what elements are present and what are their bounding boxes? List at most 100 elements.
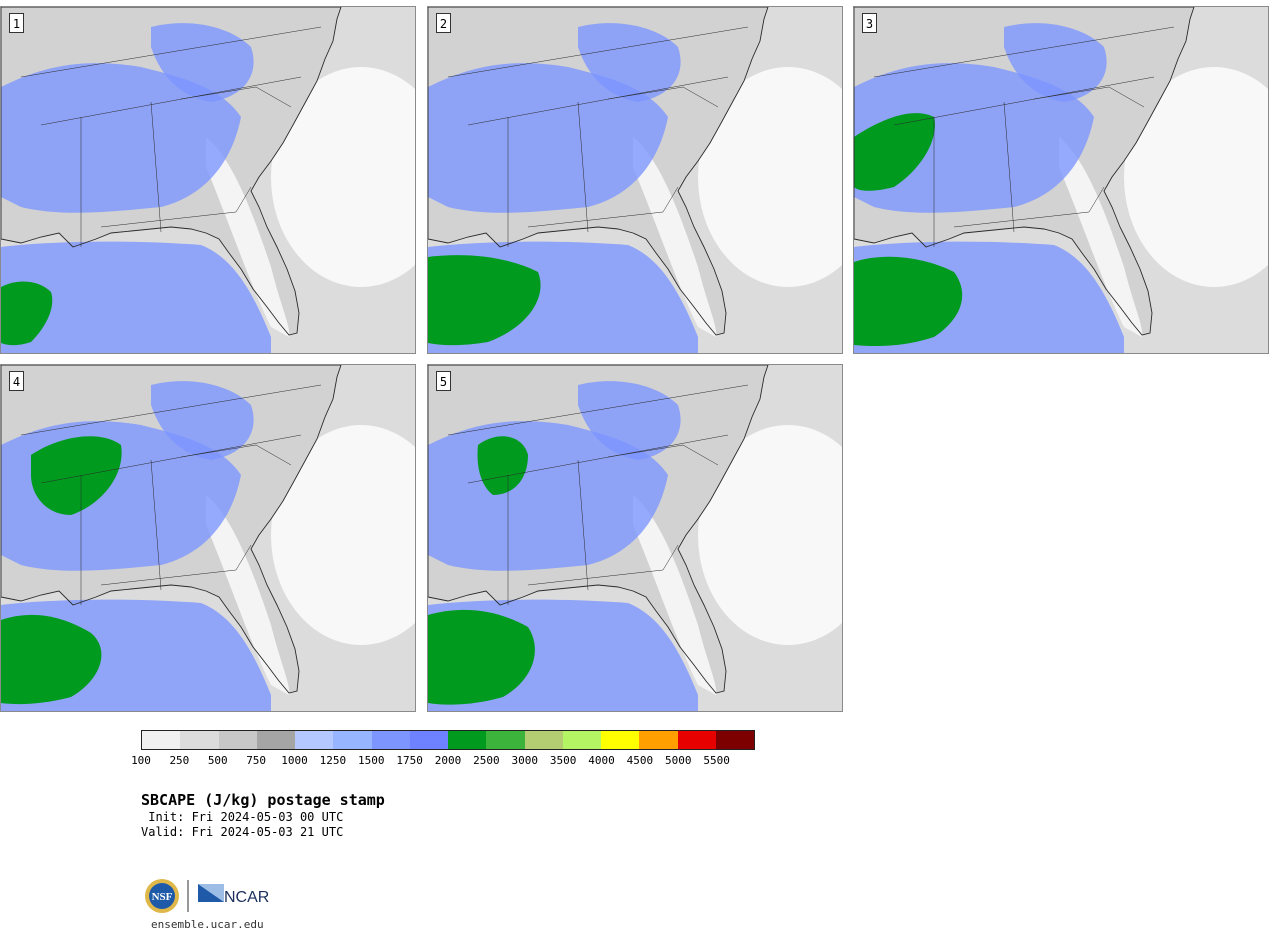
state-border [100, 211, 237, 228]
state-border [1033, 86, 1145, 108]
colorbar-tick-label: 1750 [396, 754, 423, 767]
cape-green-area [428, 609, 535, 705]
state-border [607, 444, 719, 466]
state-border [100, 569, 237, 586]
map-canvas [854, 7, 1268, 353]
map-panel-5[interactable]: 5 [427, 364, 843, 712]
map-canvas [1, 365, 415, 711]
state-border [893, 76, 1155, 126]
state-border [1088, 186, 1105, 213]
state-border [527, 569, 664, 586]
state-border [20, 384, 322, 436]
ncar-logo-text: NCAR [224, 889, 269, 906]
colorbar-swatch [448, 731, 487, 749]
atlantic-low-cape-area [698, 425, 842, 645]
colorbar-tick-label: 2000 [434, 754, 462, 767]
colorbar-tick-label: 100 [131, 754, 151, 767]
state-border [180, 86, 292, 108]
atlantic-low-cape-area [271, 425, 415, 645]
coastline [1, 365, 342, 694]
cape-green-area [1, 281, 53, 346]
map-canvas [428, 365, 842, 711]
florida-low-cape-area [633, 137, 717, 337]
colorbar-tick-label: 1500 [358, 754, 385, 767]
cape-blue-area [578, 23, 681, 103]
coastline [854, 7, 1195, 336]
state-border [577, 459, 589, 591]
colorbar-swatch [218, 731, 257, 749]
colorbar-swatch [142, 731, 181, 749]
map-panel-2[interactable]: 2 [427, 6, 843, 354]
state-border [953, 211, 1090, 228]
florida-low-cape-area [633, 495, 717, 695]
nsf-logo-icon: NSF [145, 879, 179, 913]
cape-blue-area [151, 23, 254, 103]
colorbar-swatch [677, 731, 716, 749]
cape-green-area [477, 436, 528, 495]
colorbar-tick-label: 250 [169, 754, 190, 767]
colorbar-swatch [333, 731, 372, 749]
colorbar-swatch [256, 731, 295, 749]
state-border [873, 26, 1175, 78]
state-border [607, 86, 719, 108]
cape-blue-area [151, 381, 254, 460]
colorbar-tick-label: 4500 [626, 754, 654, 767]
colorbar-swatch [371, 731, 410, 749]
state-border [467, 76, 729, 126]
colorbar-swatch [715, 731, 754, 749]
colorbar-swatch [486, 731, 525, 749]
state-border [447, 384, 749, 436]
panel-number: 4 [9, 371, 24, 391]
colorbar-tick-label: 3000 [511, 754, 539, 767]
colorbar-swatch [639, 731, 678, 749]
cape-blue-area [1, 241, 271, 353]
colorbar-tick-label: 3500 [549, 754, 577, 767]
cape-green-area [31, 436, 122, 515]
site-url: ensemble.ucar.edu [151, 918, 264, 931]
atlantic-low-cape-area [698, 67, 842, 287]
colorbar [141, 730, 755, 750]
valid-time: Valid: Fri 2024-05-03 21 UTC [141, 825, 344, 839]
florida-low-cape-area [1059, 137, 1143, 337]
atlantic-low-cape-area [1124, 67, 1268, 287]
state-border [662, 186, 679, 213]
cape-blue-area [854, 63, 1094, 213]
coastline [1, 7, 342, 336]
colorbar-swatch [562, 731, 601, 749]
cape-blue-area [1004, 23, 1107, 103]
map-panel-1[interactable]: 1 [0, 6, 416, 354]
florida-low-cape-area [206, 495, 290, 695]
map-panel-4[interactable]: 4 [0, 364, 416, 712]
colorbar-swatch [524, 731, 563, 749]
state-border [150, 101, 162, 233]
colorbar-tick-label: 5000 [665, 754, 692, 767]
nsf-logo-text: NSF [152, 891, 173, 903]
state-border [235, 544, 252, 571]
state-border [235, 186, 252, 213]
state-border [150, 459, 162, 591]
coastline [428, 365, 769, 694]
cape-blue-area [428, 63, 668, 213]
state-border [1003, 101, 1015, 233]
cape-green-area [854, 256, 963, 347]
state-border [40, 76, 302, 126]
panel-number: 3 [862, 13, 877, 33]
colorbar-swatch [409, 731, 448, 749]
state-border [467, 434, 729, 484]
colorbar-tick-label: 1250 [319, 754, 347, 767]
chart-title: SBCAPE (J/kg) postage stamp [141, 791, 385, 809]
state-border [20, 26, 322, 78]
cape-blue-area [1, 63, 241, 213]
atlantic-low-cape-area [271, 67, 415, 287]
map-panel-3[interactable]: 3 [853, 6, 1269, 354]
colorbar-tick-label: 5500 [703, 754, 730, 767]
init-time: Init: Fri 2024-05-03 00 UTC [141, 810, 344, 824]
map-canvas [428, 7, 842, 353]
colorbar-swatch [601, 731, 640, 749]
cape-blue-area [578, 381, 681, 460]
cape-green-area [428, 255, 541, 346]
colorbar-tick-label: 750 [246, 754, 267, 767]
florida-low-cape-area [206, 137, 290, 337]
colorbar-tick-label: 4000 [588, 754, 615, 767]
state-border [662, 544, 679, 571]
